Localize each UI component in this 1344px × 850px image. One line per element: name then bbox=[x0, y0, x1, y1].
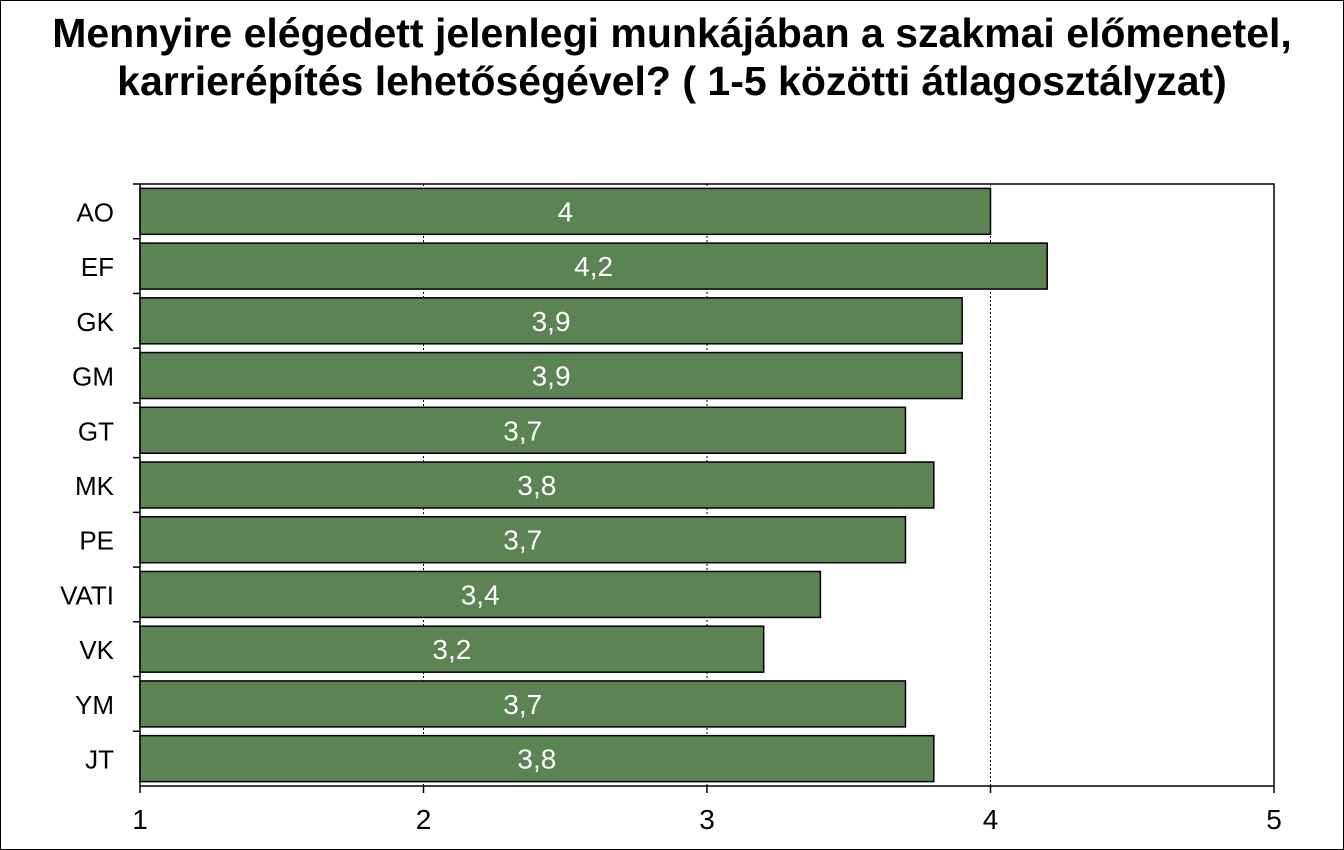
category-label: YM bbox=[75, 690, 114, 720]
bar-value-labels: 44,23,93,93,73,83,73,43,23,73,8 bbox=[432, 196, 613, 774]
bar-gk bbox=[139, 297, 963, 345]
bar-value-label: 3,7 bbox=[503, 415, 542, 446]
category-label: MK bbox=[75, 471, 115, 501]
bar-value-label: 4,2 bbox=[574, 251, 613, 282]
bar-value-label: 3,7 bbox=[503, 525, 542, 556]
category-label: JT bbox=[85, 745, 114, 775]
bar-gm bbox=[139, 351, 963, 400]
category-label: GM bbox=[72, 362, 114, 392]
bar-ef bbox=[139, 242, 1048, 290]
bar-value-label: 3,2 bbox=[432, 634, 471, 665]
bar-value-label: 3,7 bbox=[503, 689, 542, 720]
category-label: AO bbox=[76, 197, 114, 227]
category-label: VATI bbox=[60, 580, 114, 610]
x-tick-label: 1 bbox=[132, 804, 148, 835]
bar-value-label: 3,8 bbox=[517, 744, 556, 775]
category-axis: AO EF GK GM GT MK PE VATI VK YM JT bbox=[60, 183, 140, 775]
bar-ao bbox=[139, 187, 992, 236]
x-tick-label: 2 bbox=[416, 804, 432, 835]
category-label: GT bbox=[78, 416, 114, 446]
bar-mk bbox=[139, 461, 935, 509]
bars bbox=[139, 187, 1048, 783]
bar-value-label: 3,8 bbox=[517, 470, 556, 501]
category-label: EF bbox=[81, 252, 114, 282]
category-label: GK bbox=[76, 307, 114, 337]
x-tick-label: 4 bbox=[983, 804, 999, 835]
x-tick-label: 5 bbox=[1266, 804, 1282, 835]
bar-vati bbox=[139, 570, 822, 619]
x-tick-label: 3 bbox=[699, 804, 715, 835]
bar-jt bbox=[139, 734, 935, 783]
bar-pe bbox=[139, 515, 907, 564]
bar-value-label: 4 bbox=[557, 196, 573, 227]
bar-value-label: 3,9 bbox=[532, 361, 571, 392]
bar-vk bbox=[139, 625, 765, 673]
bar-gt bbox=[139, 406, 907, 455]
value-axis: 1 2 3 4 5 bbox=[132, 786, 1282, 835]
bar-value-label: 3,4 bbox=[461, 579, 500, 610]
bar-ym bbox=[139, 680, 907, 728]
bar-value-label: 3,9 bbox=[532, 306, 571, 337]
chart-title: Mennyire elégedett jelenlegi munkájában … bbox=[52, 10, 1292, 104]
category-label: PE bbox=[79, 526, 114, 556]
category-label: VK bbox=[79, 635, 114, 665]
